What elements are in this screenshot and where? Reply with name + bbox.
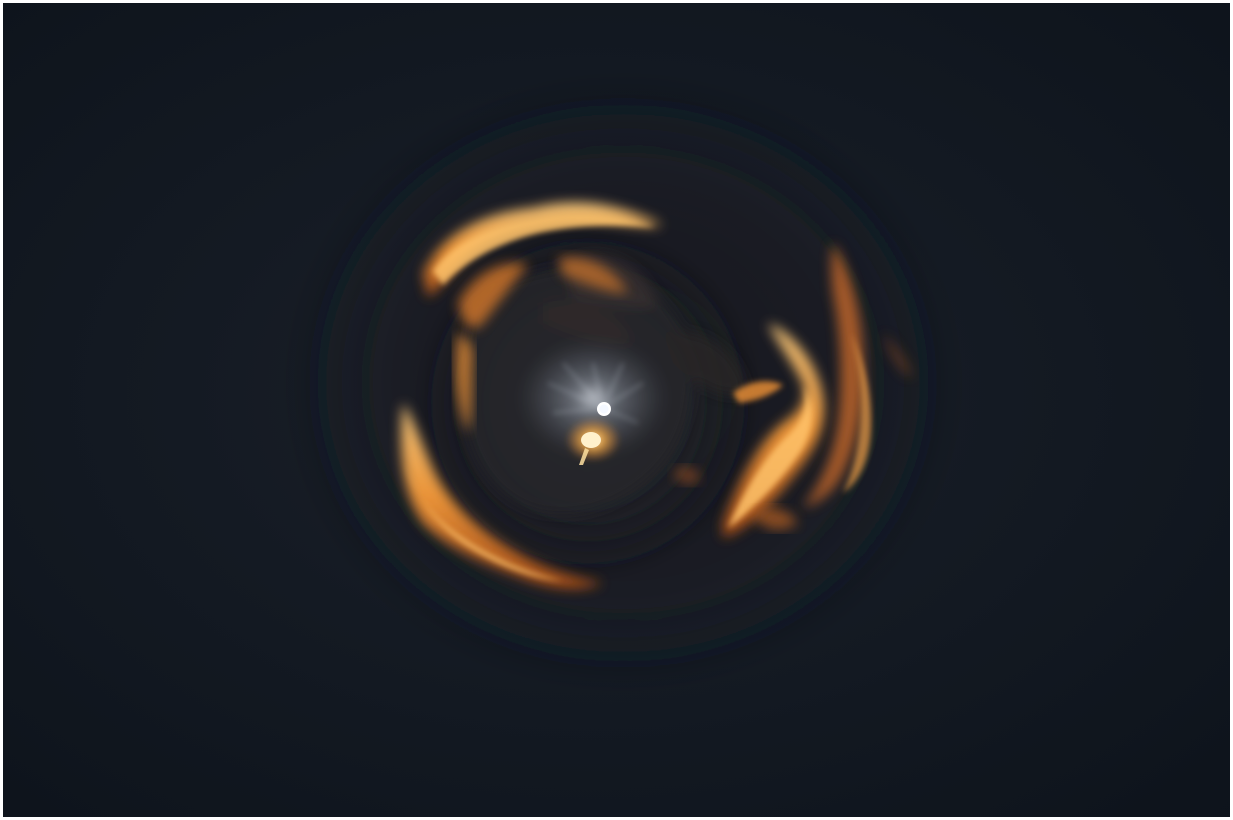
moon [518,338,668,458]
spark [565,418,621,465]
photo-canvas [3,3,1230,817]
fire-rim [401,202,913,589]
